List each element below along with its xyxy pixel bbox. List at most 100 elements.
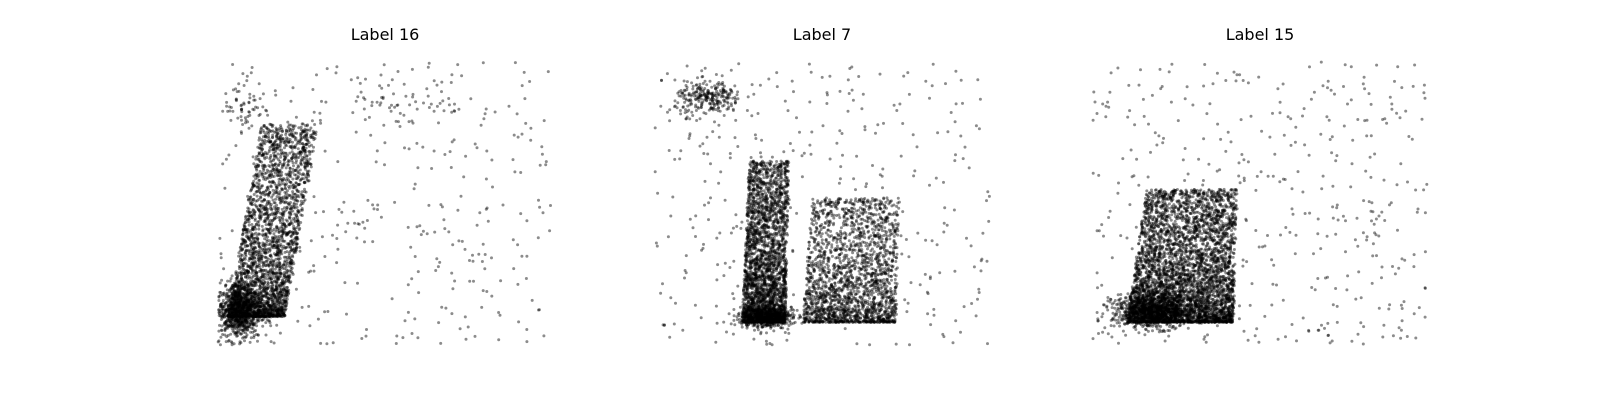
scatter-point — [898, 102, 902, 106]
scatter-point — [383, 141, 387, 145]
scatter-point — [331, 341, 335, 345]
scatter-point — [678, 109, 682, 112]
scatter-point — [288, 180, 292, 184]
scatter-point — [456, 208, 460, 212]
scatter-point — [296, 147, 300, 151]
scatter-point — [661, 282, 664, 286]
scatter-point — [296, 169, 300, 173]
scatter-point — [795, 211, 799, 215]
scatter-point — [809, 152, 813, 156]
scatter-point — [274, 191, 278, 195]
scatter-point — [278, 196, 282, 200]
scatter-point — [367, 115, 371, 119]
scatter-point — [283, 250, 287, 254]
scatter-point — [785, 338, 789, 342]
scatter-point — [319, 341, 323, 345]
scatter-point — [709, 196, 712, 200]
scatter-point — [239, 253, 243, 257]
scatter-point — [765, 342, 769, 346]
scatter-point — [244, 253, 248, 256]
scatter-point — [356, 76, 360, 80]
scatter-point — [389, 109, 393, 113]
scatter-point — [708, 102, 712, 106]
scatter-point — [934, 176, 938, 180]
scatter-point — [286, 125, 290, 129]
scatter-point — [961, 101, 964, 105]
scatter-point — [260, 318, 264, 322]
scatter-point — [324, 100, 328, 104]
scatter-point — [538, 163, 542, 167]
scatter-point — [703, 179, 707, 183]
scatter-point — [942, 335, 946, 339]
scatter-point — [240, 110, 244, 114]
scatter-point — [264, 234, 268, 238]
scatter-point — [272, 264, 275, 268]
scatter-point — [477, 252, 481, 256]
scatter-point — [230, 274, 234, 278]
scatter-point — [292, 134, 296, 138]
scatter-point — [266, 192, 270, 196]
scatter-point — [464, 337, 468, 341]
scatter-point — [434, 269, 438, 272]
scatter-point — [284, 246, 288, 250]
scatter-point — [668, 119, 672, 123]
scatter-point — [468, 279, 472, 283]
scatter-point — [257, 138, 261, 142]
scatter-point — [277, 177, 281, 181]
scatter-point — [254, 260, 258, 264]
scatter-point — [359, 90, 363, 94]
scatter-point — [733, 136, 737, 140]
scatter-point — [728, 88, 732, 91]
scatter-point — [244, 118, 248, 122]
scatter-point — [309, 126, 313, 130]
scatter-point — [283, 146, 286, 150]
scatter-point — [756, 112, 760, 115]
scatter-point — [236, 116, 240, 120]
scatter-point — [438, 260, 442, 264]
scatter-point — [281, 298, 285, 302]
scatter-point — [277, 206, 281, 210]
scatter-point — [258, 204, 262, 208]
scatter-point — [718, 109, 722, 113]
scatter-point — [900, 252, 904, 256]
scatter-point — [280, 272, 284, 276]
scatter-point — [282, 231, 286, 234]
scatter-point — [734, 213, 738, 217]
scatter-point — [274, 197, 278, 201]
scatter-point — [270, 223, 274, 227]
scatter-point — [959, 134, 963, 138]
scatter-point — [245, 249, 249, 253]
scatter-point — [264, 227, 268, 231]
scatter-point — [711, 130, 715, 134]
scatter-point — [241, 282, 245, 286]
scatter-point — [282, 274, 286, 278]
scatter-point — [731, 332, 735, 336]
scatter-point — [265, 156, 269, 159]
scatter-point — [259, 147, 263, 151]
scatter-point — [946, 130, 950, 134]
scatter-point — [868, 343, 872, 347]
scatter-point — [425, 232, 429, 236]
scatter-point — [256, 220, 260, 224]
scatter-point — [314, 211, 318, 215]
scatter-point — [729, 68, 733, 72]
scatter-point — [978, 97, 982, 101]
scatter-point — [736, 97, 740, 101]
scatter-point — [410, 277, 414, 281]
scatter-point — [276, 152, 280, 156]
scatter-point — [714, 73, 718, 76]
scatter-point — [703, 203, 706, 207]
scatter-point — [942, 221, 946, 225]
scatter-point — [306, 159, 310, 163]
scatter-point — [522, 70, 526, 74]
scatter-point — [287, 159, 291, 163]
scatter-point — [969, 244, 973, 248]
scatter-point — [288, 166, 292, 170]
scatter-point — [271, 286, 275, 290]
scatter-point — [247, 220, 251, 224]
scatter-point — [250, 66, 254, 69]
scatter-point — [252, 174, 256, 178]
scatter-point — [892, 103, 896, 107]
scatter-point — [924, 238, 928, 242]
scatter-point — [287, 210, 291, 214]
